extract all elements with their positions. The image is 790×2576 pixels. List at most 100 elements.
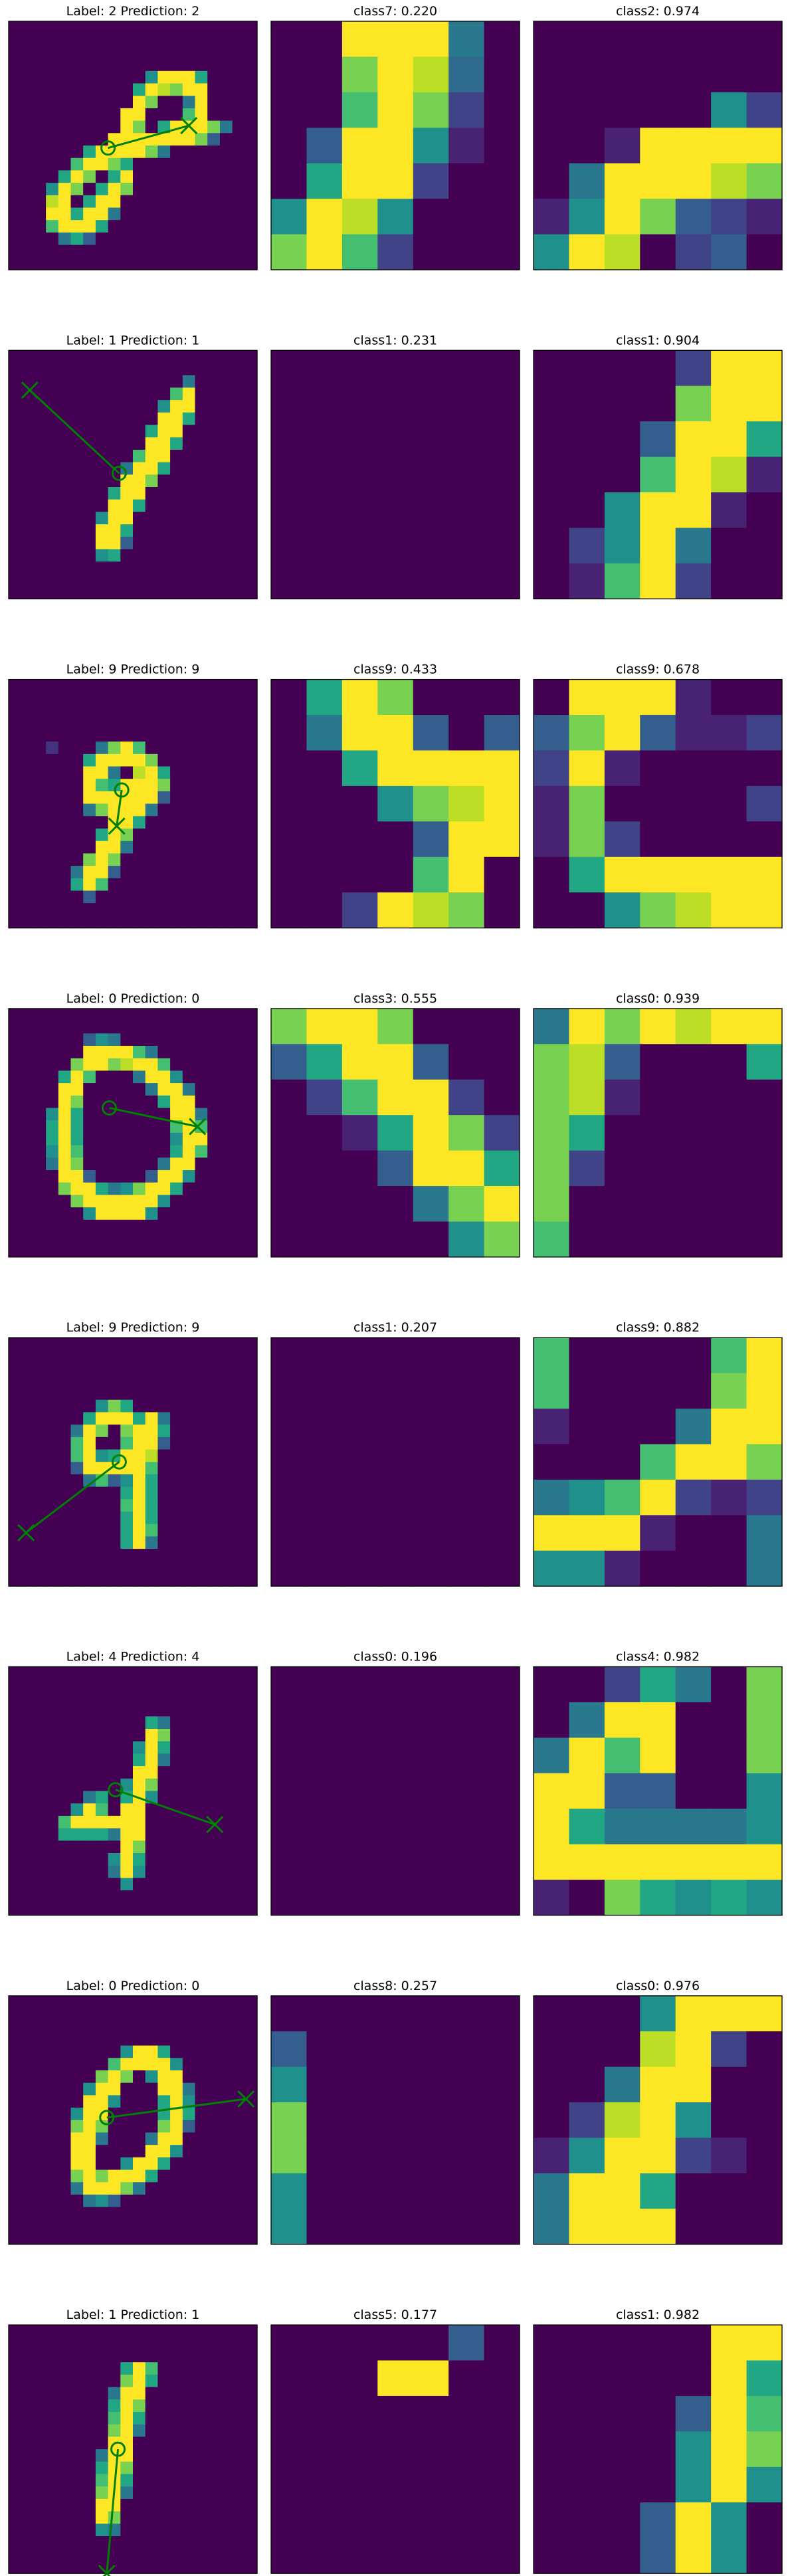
heatmap-cell [95,1157,109,1171]
heatmap-cell [83,2145,96,2158]
heatmap-cell [70,878,84,892]
heatmap-cell [182,2045,196,2058]
heatmap-cell [83,232,96,246]
heatmap-cell [534,528,570,564]
heatmap-cell [170,1021,183,1034]
heatmap-cell [569,1115,605,1151]
heatmap-cell [46,1561,59,1575]
heatmap-cell [245,1778,258,1792]
heatmap-cell [46,791,59,805]
heatmap-cell [271,350,308,387]
heatmap-cell [108,1704,121,1717]
heatmap-cell [342,563,378,599]
heatmap-cell [21,1362,34,1375]
heatmap-cell [157,716,171,730]
heatmap-cell [413,1479,449,1516]
heatmap-cell [157,1219,171,1233]
heatmap-cell [108,549,121,562]
heatmap-cell [484,1773,520,1809]
heatmap-cell [108,350,121,363]
heatmap-cell [195,1691,208,1705]
heatmap-cell [9,2032,22,2046]
heatmap-cell [70,1524,84,1537]
heatmap-cell [157,120,171,134]
heatmap-cell [33,1412,47,1425]
heatmap-cell [207,915,221,929]
heatmap-cell [21,207,34,221]
heatmap-cell [377,1115,414,1151]
heatmap-cell [219,462,233,475]
heatmap-cell [108,829,121,842]
heatmap-cell [46,83,59,96]
heatmap-cell [70,2207,84,2220]
heatmap-cell [207,549,221,562]
heatmap-cell [306,1515,343,1551]
heatmap-cell [219,257,233,270]
heatmap-cell [207,2449,221,2462]
heatmap-cell [21,350,34,363]
heatmap-cell [219,791,233,805]
heatmap-cell [145,207,158,221]
heatmap-cell [170,220,183,233]
heatmap-cell [195,2461,208,2475]
heatmap-cell [569,785,605,822]
heatmap-cell [157,499,171,512]
heatmap-cell [207,2561,221,2574]
heatmap-cell [120,1387,134,1401]
heatmap-cell [33,474,47,488]
heatmap-cell [133,2032,146,2046]
heatmap-cell [145,1499,158,1512]
heatmap-cell [70,350,84,363]
heatmap-cell [108,2325,121,2338]
heatmap-cell [83,170,96,183]
heatmap-cell [746,92,783,128]
heatmap-cell [711,21,747,58]
panel-r4-c2: class9: 0.882 [533,1320,783,1587]
heatmap-cell [133,2095,146,2108]
heatmap-cell [306,1186,343,1223]
heatmap-cell [157,1878,171,1891]
panel-frame [8,1337,258,1587]
panel-frame [270,349,520,599]
heatmap-cell [70,2424,84,2437]
heatmap-cell [207,1462,221,1475]
heatmap-cell [711,492,747,529]
heatmap-cell [95,2325,109,2338]
heatmap-cell [108,2536,121,2549]
heatmap-cell [157,1132,171,1146]
heatmap-cell [675,1221,712,1258]
heatmap-cell [70,704,84,718]
heatmap-cell [207,1046,221,1059]
heatmap-cell [145,1778,158,1792]
end-x-marker [180,117,198,135]
heatmap-cell [448,2066,485,2103]
heatmap-cell [306,234,343,270]
heatmap-cell [133,2219,146,2232]
heatmap-cell [21,449,34,463]
heatmap-cell [534,715,570,751]
heatmap-cell [83,766,96,779]
heatmap-cell [21,536,34,550]
heatmap-cell [195,1753,208,1767]
heatmap-cell [46,474,59,488]
heatmap-cell [70,1666,84,1680]
heatmap-cell [58,1244,72,1258]
heatmap-cell [83,2325,96,2338]
heatmap-cell [133,1853,146,1866]
heatmap-cell [9,1425,22,1438]
heatmap-cell [157,2561,171,2574]
heatmap-cell [83,1083,96,1096]
heatmap-cell [640,1079,676,1116]
heatmap-cell [232,1716,245,1730]
heatmap-cell [534,563,570,599]
heatmap-cell [58,1033,72,1046]
heatmap-cell [219,1070,233,1084]
heatmap-cell [245,1375,258,1388]
heatmap-cell [207,2082,221,2096]
heatmap-cell [219,1387,233,1401]
heatmap-cell [9,1008,22,1022]
heatmap-cell [108,33,121,47]
heatmap-cell [33,21,47,35]
heatmap-cell [58,2424,72,2437]
heatmap-cell [70,1219,84,1233]
